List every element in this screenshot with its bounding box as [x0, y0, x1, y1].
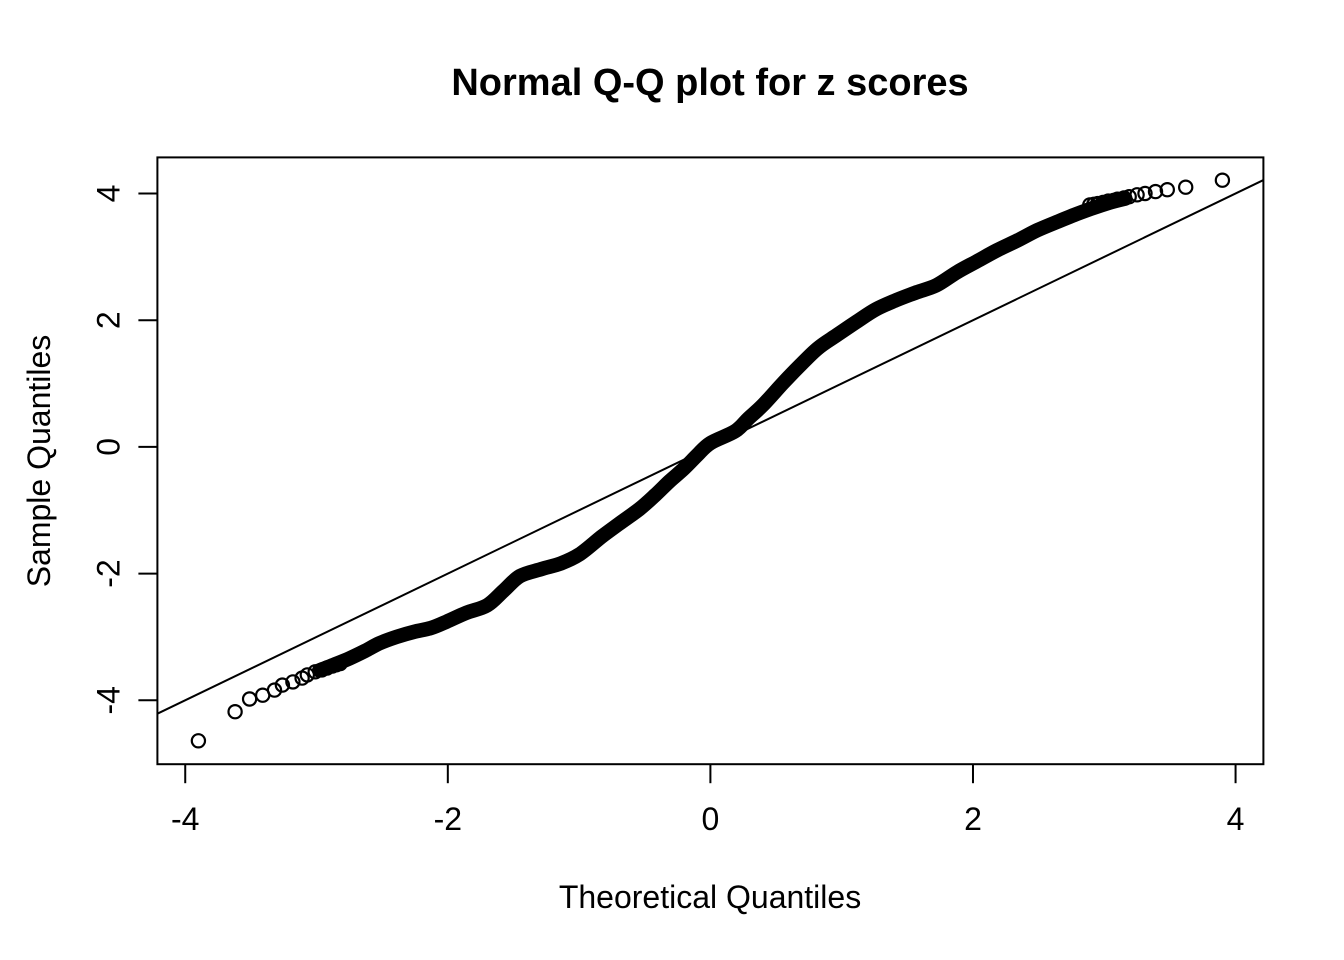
x-tick-label: 0 [702, 801, 720, 837]
x-axis-ticks [184, 764, 1237, 784]
y-axis-title: Sample Quantiles [21, 335, 57, 588]
x-tick-label: 4 [1227, 801, 1245, 837]
data-point-circle [1105, 192, 1122, 209]
data-point-circle [266, 682, 283, 698]
data-point-circle [1082, 197, 1098, 213]
y-tick-label: 4 [90, 185, 126, 203]
plot-frame [156, 156, 1265, 766]
data-point-circle [227, 704, 243, 720]
y-tick-label: -2 [90, 559, 126, 587]
plot-box [156, 156, 1265, 766]
x-axis-tick-labels: -4 -2 0 2 4 [171, 801, 1244, 837]
data-point-circle [1177, 179, 1194, 195]
chart-title: Normal Q-Q plot for z scores [451, 62, 968, 104]
data-point-circle [190, 733, 207, 749]
x-tick-label: -4 [171, 801, 199, 837]
qq-points-tail-circles [190, 172, 1231, 749]
y-axis-tick-labels: -4 -2 0 2 4 [90, 185, 126, 715]
x-tick-label: -2 [434, 801, 462, 837]
data-point-circle [241, 691, 258, 707]
y-tick-label: -4 [90, 686, 126, 714]
data-point-circle [1137, 185, 1153, 202]
qq-points-dense-band [311, 191, 1133, 678]
data-point-circle [1147, 183, 1164, 200]
data-point-circle [1214, 172, 1231, 188]
x-axis-title: Theoretical Quantiles [559, 879, 861, 915]
qq-band-path [311, 191, 1133, 678]
y-tick-label: 2 [90, 311, 126, 329]
data-point-circle [285, 674, 301, 690]
data-point-circle [274, 677, 291, 693]
y-axis-ticks [138, 192, 158, 702]
data-point-circle [332, 655, 348, 672]
data-point-circle [1116, 190, 1132, 206]
y-tick-label: 0 [90, 438, 126, 456]
x-tick-label: 2 [964, 801, 982, 837]
data-point-circle [299, 667, 315, 683]
